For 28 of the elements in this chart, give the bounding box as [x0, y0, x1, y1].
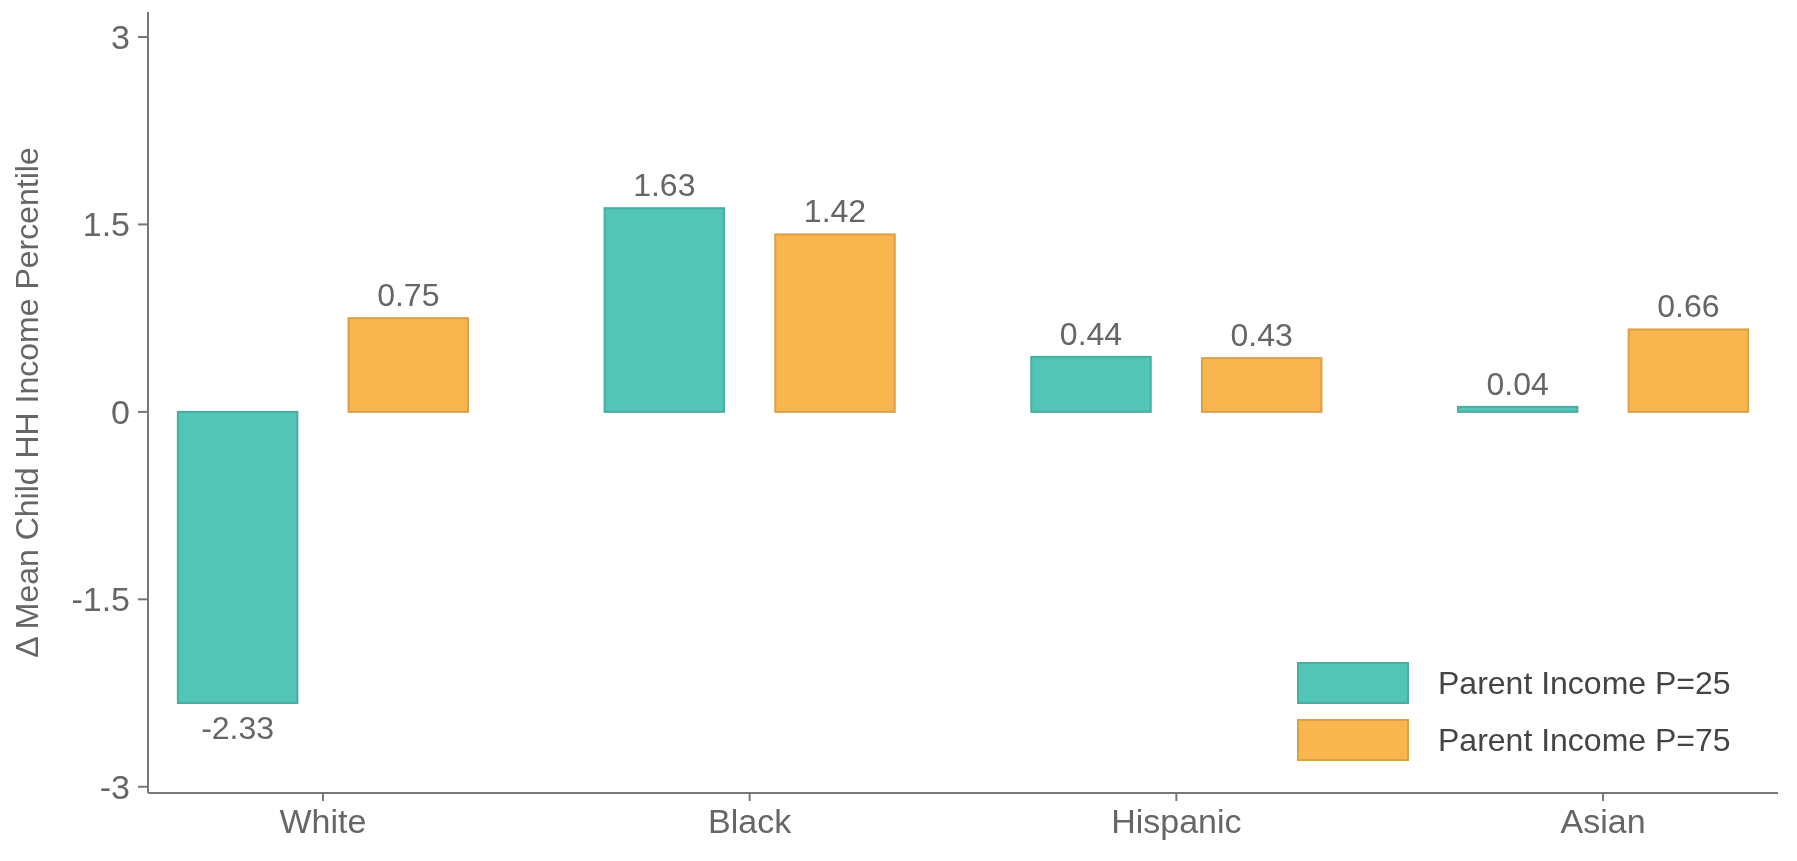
x-tick-label: Hispanic	[1111, 802, 1242, 840]
bar	[1030, 355, 1152, 413]
data-label: 0.66	[1657, 288, 1720, 325]
bar	[1456, 405, 1579, 413]
data-label: 0.44	[1059, 315, 1123, 352]
bar	[1627, 328, 1750, 413]
bar	[347, 317, 470, 413]
y-tick-label: -3	[99, 767, 130, 806]
data-label: 0.04	[1486, 365, 1549, 402]
data-label: 1.63	[633, 167, 696, 204]
data-label: 0.43	[1230, 317, 1293, 354]
legend-label: Parent Income P=25	[1438, 665, 1731, 702]
bar	[603, 207, 726, 413]
y-tick-label: 3	[111, 17, 130, 56]
x-tick-label: Asian	[1560, 802, 1646, 840]
bar	[1200, 357, 1323, 413]
x-tick-label: Black	[708, 802, 793, 840]
legend-label: Parent Income P=75	[1438, 722, 1731, 759]
data-label: -2.33	[201, 710, 275, 747]
bar	[774, 233, 896, 413]
data-label: 0.75	[377, 277, 440, 314]
y-tick-label: -1.5	[71, 580, 130, 619]
y-axis-title: Δ Mean Child HH Income Percentile	[9, 147, 45, 658]
bar	[176, 410, 299, 705]
x-tick-label: White	[279, 802, 367, 840]
data-label: 1.42	[803, 193, 867, 230]
y-tick-label: 0	[111, 392, 130, 431]
y-tick-label: 1.5	[82, 205, 130, 244]
